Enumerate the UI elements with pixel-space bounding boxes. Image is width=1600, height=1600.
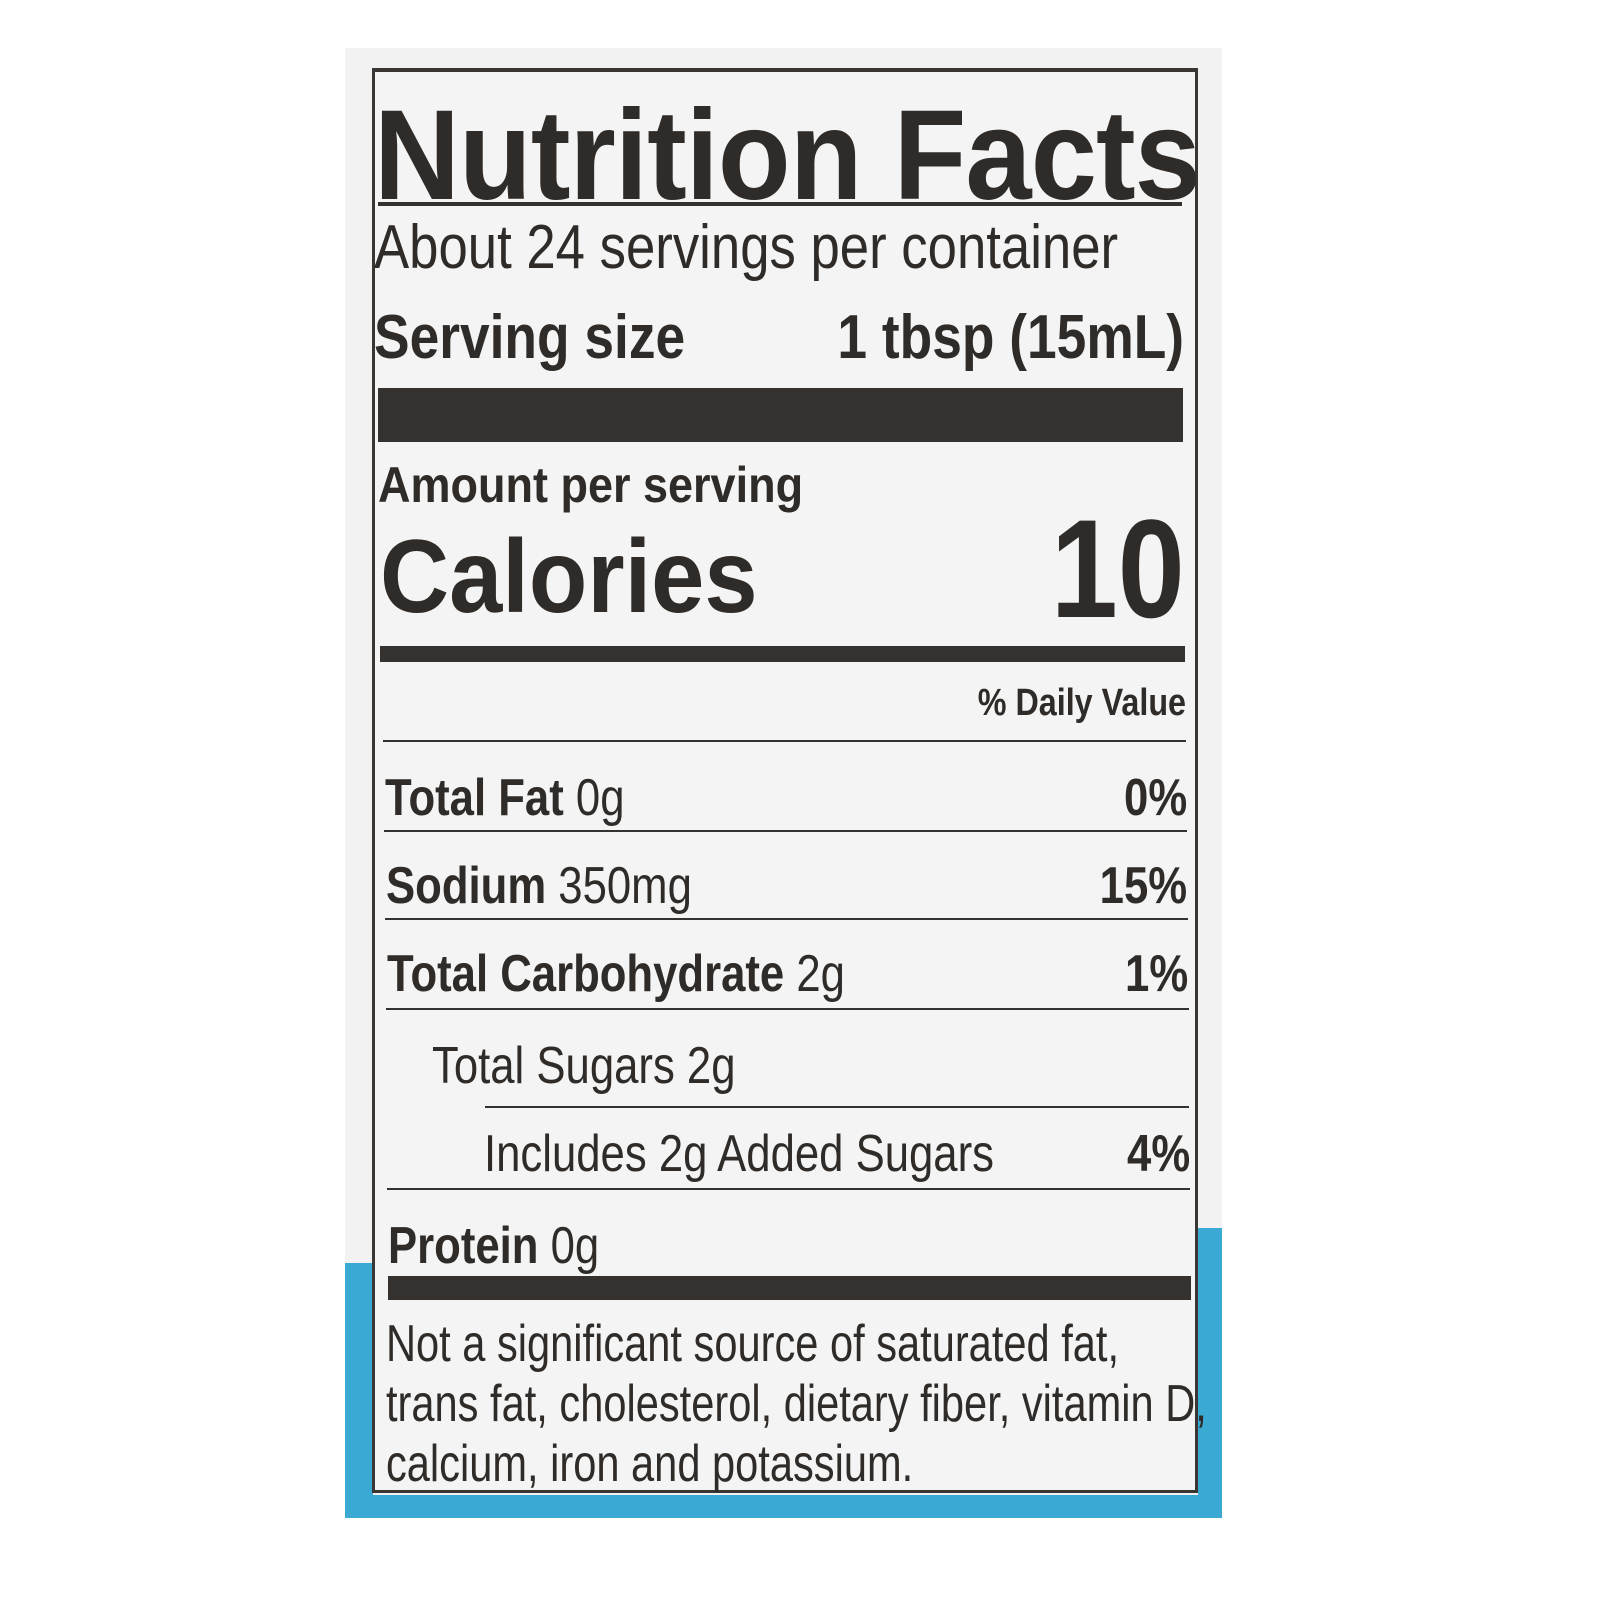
- calories-value: 10: [1051, 490, 1185, 647]
- divider: [383, 740, 1186, 742]
- nutrient-name: Total Fat: [385, 769, 564, 827]
- calories-label: Calories: [380, 519, 758, 635]
- nutrient-amount: 350mg: [558, 857, 692, 915]
- serving-size-value: 1 tbsp (15mL): [837, 303, 1184, 372]
- daily-value-header: % Daily Value: [977, 682, 1186, 724]
- nutrient-row-total-sugars: Total Sugars 2g: [432, 1037, 736, 1095]
- divider: [385, 918, 1188, 920]
- nutrient-name: Protein: [388, 1217, 539, 1275]
- package-blue-right: [1198, 1228, 1222, 1518]
- thick-divider: [388, 1276, 1191, 1300]
- nutrient-amount: 0g: [550, 1217, 600, 1275]
- package-blue-bottom: [345, 1495, 1222, 1518]
- nutrient-amount: 2g: [796, 945, 845, 1003]
- serving-size-label: Serving size: [374, 303, 686, 372]
- package-blue-left: [345, 1263, 373, 1518]
- nutrient-amount: 0g: [575, 769, 625, 827]
- footnote-line: calcium, iron and potassium.: [386, 1435, 914, 1493]
- nutrient-row-total-fat: Total Fat 0g: [385, 768, 624, 828]
- nutrient-row-protein: Protein 0g: [388, 1216, 599, 1276]
- nutrient-row-sodium: Sodium 350mg: [386, 856, 692, 916]
- nutrition-facts-box: [372, 68, 1198, 1493]
- footnote-line: Not a significant source of saturated fa…: [386, 1315, 1120, 1373]
- dv-total-fat: 0%: [1123, 769, 1187, 827]
- divider: [378, 202, 1182, 206]
- divider: [386, 1008, 1189, 1010]
- divider: [384, 830, 1187, 832]
- nutrient-name: Sodium: [386, 857, 547, 915]
- nutrient-name: Total Carbohydrate: [387, 945, 785, 1003]
- amount-per-serving: Amount per serving: [378, 457, 804, 513]
- thick-divider: [378, 388, 1183, 442]
- dv-added-sugars: 4%: [1126, 1125, 1190, 1183]
- nutrient-row-total-carbohydrate: Total Carbohydrate 2g: [387, 944, 845, 1004]
- servings-per-container: About 24 servings per container: [374, 213, 1119, 282]
- nutrition-facts-title: Nutrition Facts: [374, 84, 1201, 227]
- divider: [387, 1188, 1190, 1190]
- divider: [485, 1106, 1189, 1108]
- nutrient-row-added-sugars: Includes 2g Added Sugars: [484, 1125, 994, 1183]
- dv-sodium: 15%: [1099, 857, 1187, 915]
- dv-total-carbohydrate: 1%: [1124, 945, 1188, 1003]
- calories-divider: [380, 646, 1185, 662]
- footnote-line: trans fat, cholesterol, dietary fiber, v…: [386, 1375, 1207, 1433]
